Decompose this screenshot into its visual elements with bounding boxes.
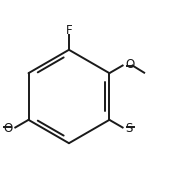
Text: S: S	[125, 122, 133, 135]
Text: O: O	[3, 122, 13, 135]
Text: F: F	[66, 25, 72, 37]
Text: O: O	[125, 58, 134, 71]
